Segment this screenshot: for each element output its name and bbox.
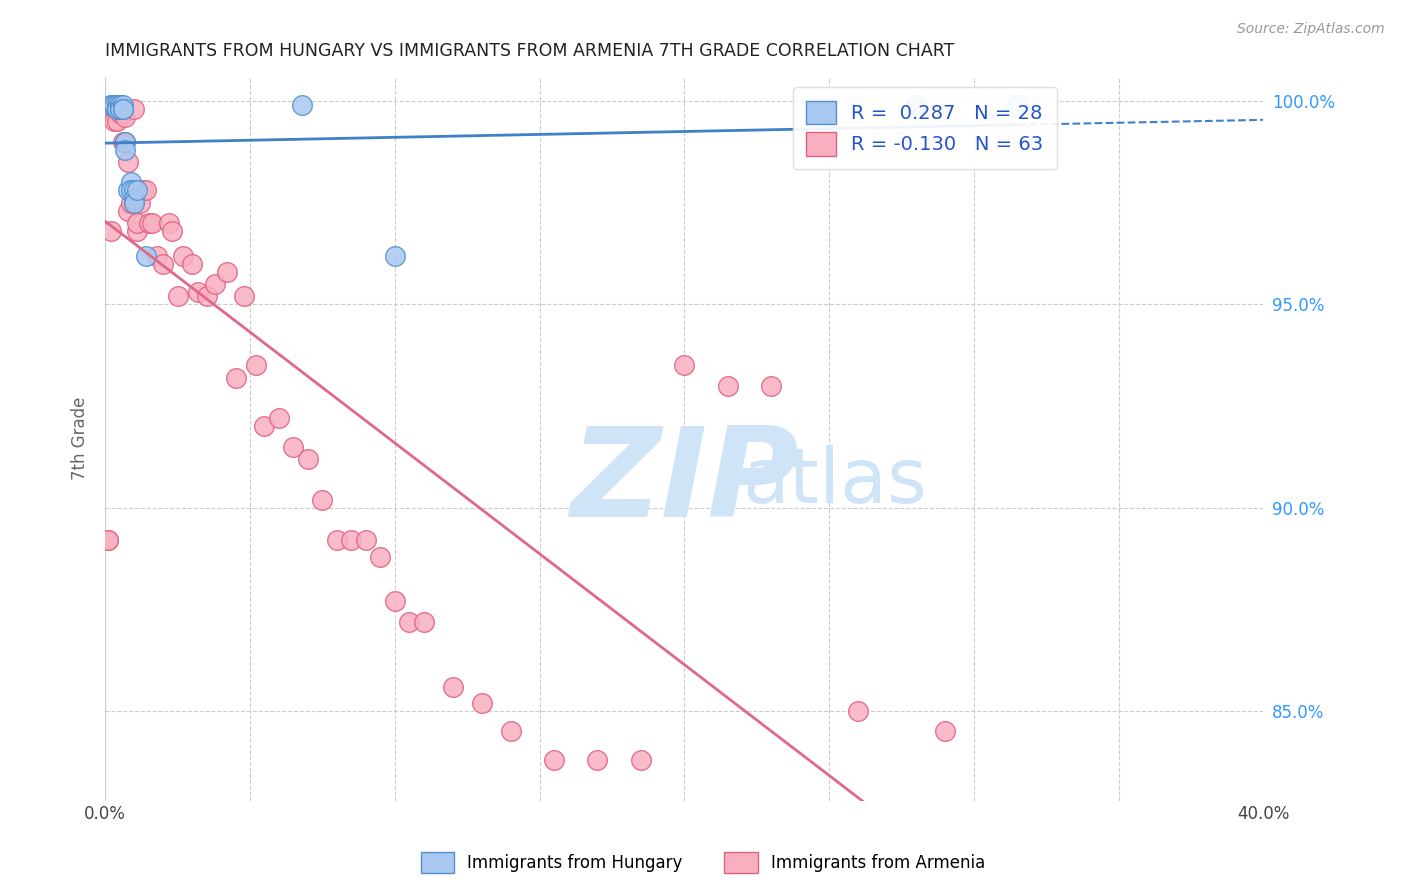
Point — [108, 102, 131, 116]
Point — [103, 114, 125, 128]
Point — [340, 533, 363, 548]
Point — [100, 98, 122, 112]
Point — [499, 724, 522, 739]
Point — [215, 265, 238, 279]
Point — [846, 704, 869, 718]
Legend: R =  0.287   N = 28, R = -0.130   N = 63: R = 0.287 N = 28, R = -0.130 N = 63 — [793, 87, 1057, 169]
Point — [114, 143, 136, 157]
Point — [108, 98, 131, 112]
Point — [105, 102, 128, 116]
Point — [122, 184, 145, 198]
Point — [283, 440, 305, 454]
Point — [97, 533, 120, 548]
Text: atlas: atlas — [742, 445, 928, 519]
Point — [673, 359, 696, 373]
Point — [253, 419, 276, 434]
Text: IMMIGRANTS FROM HUNGARY VS IMMIGRANTS FROM ARMENIA 7TH GRADE CORRELATION CHART: IMMIGRANTS FROM HUNGARY VS IMMIGRANTS FR… — [105, 42, 955, 60]
Point — [245, 359, 267, 373]
Point — [384, 594, 406, 608]
Point — [181, 257, 204, 271]
Point — [543, 753, 565, 767]
Point — [100, 98, 122, 112]
Point — [311, 492, 333, 507]
Point — [187, 285, 209, 300]
Point — [108, 102, 131, 116]
Point — [103, 98, 125, 112]
Point — [111, 135, 134, 149]
Point — [114, 110, 136, 124]
Point — [108, 106, 131, 120]
Point — [122, 102, 145, 116]
Point — [111, 98, 134, 112]
Point — [120, 184, 142, 198]
Point — [225, 370, 247, 384]
Point — [125, 216, 148, 230]
Point — [152, 257, 174, 271]
Point — [105, 102, 128, 116]
Point — [297, 452, 319, 467]
Y-axis label: 7th Grade: 7th Grade — [72, 397, 89, 480]
Point — [267, 411, 290, 425]
Point — [100, 106, 122, 120]
Point — [717, 378, 740, 392]
Point — [172, 249, 194, 263]
Point — [97, 533, 120, 548]
Point — [122, 195, 145, 210]
Point — [105, 98, 128, 112]
Point — [103, 98, 125, 112]
Point — [586, 753, 609, 767]
Point — [117, 184, 139, 198]
Point — [132, 184, 155, 198]
Point — [129, 195, 152, 210]
Point — [354, 533, 377, 548]
Point — [160, 224, 183, 238]
Point — [114, 135, 136, 149]
Point — [471, 696, 494, 710]
Point — [146, 249, 169, 263]
Point — [105, 114, 128, 128]
Point — [103, 102, 125, 116]
Point — [108, 102, 131, 116]
Point — [1007, 98, 1029, 112]
Text: ZIP: ZIP — [569, 422, 799, 542]
Point — [326, 533, 349, 548]
Point — [111, 102, 134, 116]
Point — [157, 216, 180, 230]
Point — [141, 216, 163, 230]
Point — [904, 98, 927, 112]
Point — [135, 249, 157, 263]
Point — [100, 224, 122, 238]
Point — [122, 195, 145, 210]
Point — [125, 224, 148, 238]
Point — [117, 155, 139, 169]
Point — [125, 184, 148, 198]
Point — [204, 277, 226, 291]
Point — [630, 753, 652, 767]
Point — [120, 175, 142, 189]
Legend: Immigrants from Hungary, Immigrants from Armenia: Immigrants from Hungary, Immigrants from… — [413, 846, 993, 880]
Point — [138, 216, 160, 230]
Point — [166, 289, 188, 303]
Point — [111, 102, 134, 116]
Point — [120, 195, 142, 210]
Point — [135, 184, 157, 198]
Point — [934, 724, 956, 739]
Point — [105, 98, 128, 112]
Text: Source: ZipAtlas.com: Source: ZipAtlas.com — [1237, 22, 1385, 37]
Point — [117, 203, 139, 218]
Point — [384, 249, 406, 263]
Point — [398, 615, 420, 629]
Point — [111, 106, 134, 120]
Point — [368, 549, 391, 564]
Point — [114, 135, 136, 149]
Point — [441, 680, 464, 694]
Point — [412, 615, 434, 629]
Point — [195, 289, 218, 303]
Point — [233, 289, 256, 303]
Point — [108, 98, 131, 112]
Point — [759, 378, 782, 392]
Point — [122, 192, 145, 206]
Point — [291, 98, 314, 112]
